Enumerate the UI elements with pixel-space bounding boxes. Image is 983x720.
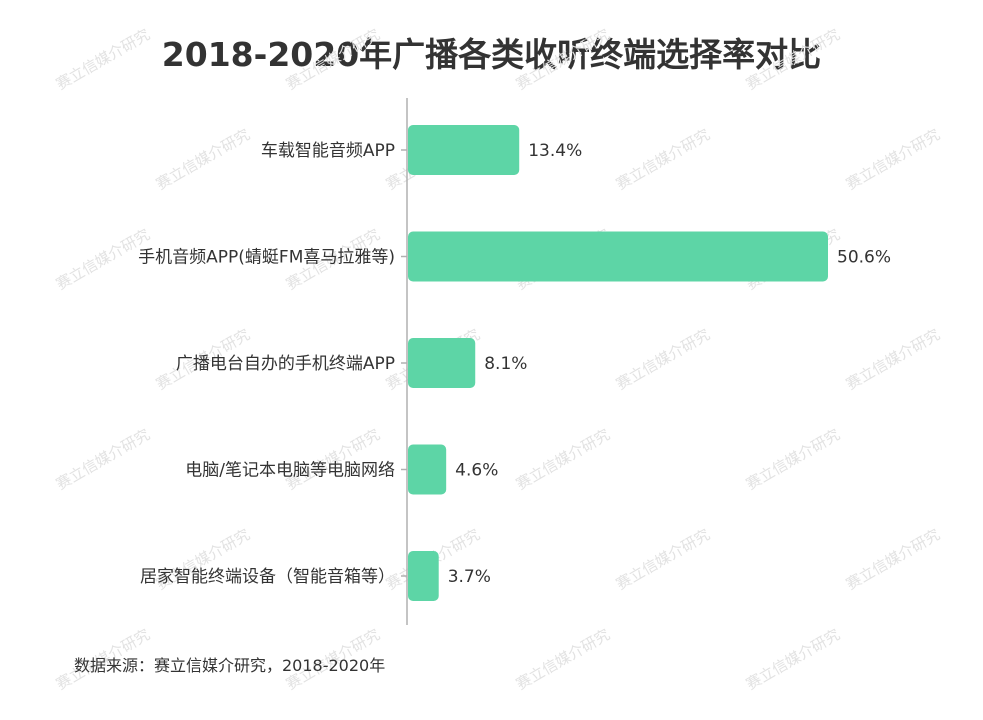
category-label: 手机音频APP(蜻蜓FM喜马拉雅等) <box>138 248 395 268</box>
watermark-text: 赛立信媒介研究 <box>513 625 613 693</box>
watermark-text: 赛立信媒介研究 <box>513 425 613 493</box>
watermark-text: 赛立信媒介研究 <box>613 525 713 593</box>
watermark-text: 赛立信媒介研究 <box>843 525 943 593</box>
watermark-text: 赛立信媒介研究 <box>513 25 613 93</box>
value-label: 50.6% <box>837 248 891 268</box>
category-label: 电脑/笔记本电脑等电脑网络 <box>185 461 395 481</box>
bar <box>408 551 439 601</box>
chart-title: 2018-2020年广播各类收听终端选择率对比 <box>161 35 822 74</box>
watermark-text: 赛立信媒介研究 <box>53 425 153 493</box>
category-label: 居家智能终端设备（智能音箱等） <box>140 567 395 587</box>
watermark-text: 赛立信媒介研究 <box>843 325 943 393</box>
value-label: 8.1% <box>484 354 527 374</box>
bar <box>408 231 828 282</box>
category-label: 车载智能音频APP <box>261 141 395 161</box>
category-label: 广播电台自办的手机终端APP <box>176 354 395 374</box>
watermark-text: 赛立信媒介研究 <box>843 125 943 193</box>
watermark-text: 赛立信媒介研究 <box>743 625 843 693</box>
watermark-text: 赛立信媒介研究 <box>613 125 713 193</box>
value-label: 13.4% <box>528 141 582 161</box>
bar <box>408 338 476 388</box>
watermark-text: 赛立信媒介研究 <box>283 25 383 93</box>
value-label: 3.7% <box>448 567 491 587</box>
bar <box>408 125 520 175</box>
watermark-text: 赛立信媒介研究 <box>743 25 843 93</box>
watermark-text: 赛立信媒介研究 <box>613 325 713 393</box>
watermark-text: 赛立信媒介研究 <box>53 25 153 93</box>
bar <box>408 444 447 495</box>
source-note: 数据来源：赛立信媒介研究，2018-2020年 <box>74 656 386 675</box>
watermark-text: 赛立信媒介研究 <box>153 125 253 193</box>
watermark-text: 赛立信媒介研究 <box>743 425 843 493</box>
bars-group: 车载智能音频APP 13.4% 手机音频APP(蜻蜓FM喜马拉雅等) 50.6% 广播电… <box>138 125 891 601</box>
value-label: 4.6% <box>455 461 498 481</box>
watermark-text: 赛立信媒介研究 <box>283 425 383 493</box>
